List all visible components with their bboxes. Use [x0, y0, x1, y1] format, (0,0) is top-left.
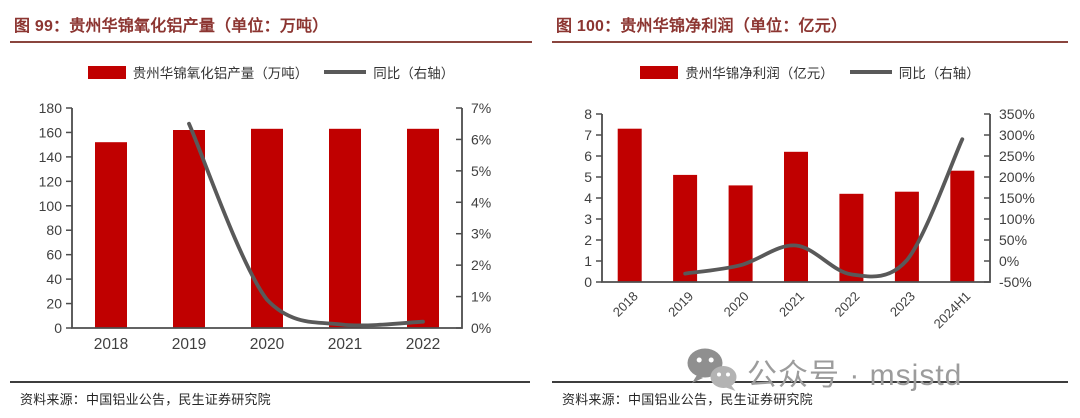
left-axis-tick-label: 60 [46, 247, 62, 263]
bar-2019 [673, 174, 698, 282]
wechat-icon [686, 346, 738, 397]
left-axis-tick-label: 20 [46, 296, 62, 312]
x-axis-label: 2021 [776, 289, 807, 320]
left-axis-tick-label: 8 [584, 106, 592, 122]
source-note: 资料来源：中国铝业公告，民生证券研究院 [562, 392, 813, 407]
bar-line-chart-net-profit: 0 1 2 3 4 5 6 7 8 -50% 0% 50% 100% 150% 200% 250% 300% 35… [584, 106, 1035, 332]
x-axis-label: 2023 [887, 288, 918, 319]
line-series-label: 同比（右轴） [373, 66, 455, 81]
chart-title: 图 99：贵州华锦氧化铝产量（单位：万吨） [10, 10, 532, 43]
bar-2021 [329, 128, 361, 328]
left-axis-tick-label: 5 [584, 169, 592, 185]
x-axis-label: 2018 [610, 289, 641, 320]
right-axis-tick-label: 0% [999, 253, 1019, 269]
left-axis-tick-label: 3 [584, 211, 592, 227]
divider-line [10, 381, 530, 383]
left-axis-tick-label: 2 [584, 232, 592, 248]
left-axis-tick-label: 160 [39, 124, 63, 140]
left-axis-tick-label: 140 [39, 149, 63, 165]
left-axis-tick-label: 6 [584, 148, 592, 164]
legend-item-line: 同比（右轴） [324, 62, 454, 82]
right-axis-tick-label: 50% [999, 232, 1027, 248]
bar-2018 [617, 128, 642, 282]
axis-frame [71, 108, 463, 329]
left-axis-tick-label: 80 [46, 222, 62, 238]
bar-series-swatch [87, 65, 126, 79]
yoy-line [187, 121, 425, 328]
right-axis-tick-label: 0% [471, 320, 491, 336]
x-axis-label: 2020 [250, 336, 285, 353]
yoy-line [683, 137, 965, 279]
chart-panel-alumina-output: 图 99：贵州华锦氧化铝产量（单位：万吨） 贵州华锦氧化铝产量（万吨） 同比（右… [10, 10, 532, 353]
wechat-watermark: 公众号 · msjstd [686, 346, 962, 397]
right-axis-tick-label: 300% [999, 127, 1035, 143]
line-series-label: 同比（右轴） [898, 66, 980, 81]
legend-item-line: 同比（右轴） [849, 62, 980, 82]
right-axis-tick-label: 2% [471, 257, 491, 273]
line-series-swatch [324, 70, 367, 74]
chart-panel-net-profit: 图 100：贵州华锦净利润（单位：亿元） 贵州华锦净利润（亿元） 同比（右轴） … [552, 10, 1068, 331]
left-axis-tick-label: 120 [39, 173, 63, 189]
right-axis-tick-label: 1% [471, 289, 491, 305]
right-axis-tick-label: 250% [999, 148, 1035, 164]
x-axis-label: 2019 [665, 289, 696, 320]
x-axis-label: 2019 [172, 336, 206, 353]
bar-2018 [95, 142, 127, 328]
left-axis-tick-label: 100 [39, 198, 63, 214]
watermark-text: 公众号 · msjstd [747, 358, 963, 392]
bar-2020 [251, 128, 283, 328]
x-axis-label: 2021 [328, 336, 362, 353]
bar-2024H1 [950, 170, 975, 282]
right-axis-tick-label: 200% [999, 169, 1035, 185]
right-axis-tick-label: 6% [471, 131, 491, 147]
right-axis-tick-label: 4% [471, 194, 491, 210]
x-axis-label: 2018 [94, 336, 128, 353]
right-axis-tick-label: 3% [471, 226, 491, 242]
right-axis-tick-label: 5% [471, 163, 491, 179]
bar-2021 [784, 151, 808, 282]
line-series-swatch [849, 70, 892, 74]
x-axis-label: 2022 [406, 336, 440, 353]
left-axis-tick-label: 180 [39, 100, 63, 116]
bar-2019 [173, 130, 205, 328]
divider-line [552, 381, 1068, 383]
left-axis-tick-label: 1 [584, 253, 592, 269]
legend-item-bar: 贵州华锦氧化铝产量（万吨） [87, 62, 309, 82]
left-axis-tick-label: 4 [584, 190, 592, 206]
x-axis-label: 2022 [831, 289, 862, 320]
bar-2022 [407, 128, 439, 328]
x-axis-label: 2020 [721, 288, 752, 319]
left-axis-tick-label: 7 [584, 127, 592, 143]
chart-title: 图 100：贵州华锦净利润（单位：亿元） [552, 10, 1068, 43]
bar-2022 [839, 193, 864, 282]
left-axis-tick-label: 40 [46, 271, 62, 287]
x-axis-label: 2024H1 [931, 289, 974, 332]
right-axis-tick-label: 150% [999, 190, 1035, 206]
bar-line-chart-alumina: 0 20 40 60 80 100 120 140 160 180 0% 1% 2% 3% 4% 5% 6% 7%… [39, 100, 492, 353]
bar-series-swatch [640, 65, 679, 79]
bar-series-label: 贵州华锦氧化铝产量（万吨） [132, 66, 309, 81]
right-axis-tick-label: 7% [471, 100, 491, 116]
right-axis-tick-label: 350% [999, 106, 1035, 122]
left-axis-tick-label: 0 [584, 274, 592, 290]
source-note: 资料来源：中国铝业公告，民生证券研究院 [20, 392, 271, 407]
left-axis-tick-label: 0 [54, 320, 62, 336]
bar-series-label: 贵州华锦净利润（亿元） [685, 66, 834, 81]
chart-legend: 贵州华锦氧化铝产量（万吨） 同比（右轴） [10, 62, 532, 82]
legend-item-bar: 贵州华锦净利润（亿元） [640, 62, 834, 82]
right-axis-tick-label: -50% [999, 274, 1032, 290]
chart-legend: 贵州华锦净利润（亿元） 同比（右轴） [552, 62, 1068, 82]
right-axis-tick-label: 100% [999, 211, 1035, 227]
